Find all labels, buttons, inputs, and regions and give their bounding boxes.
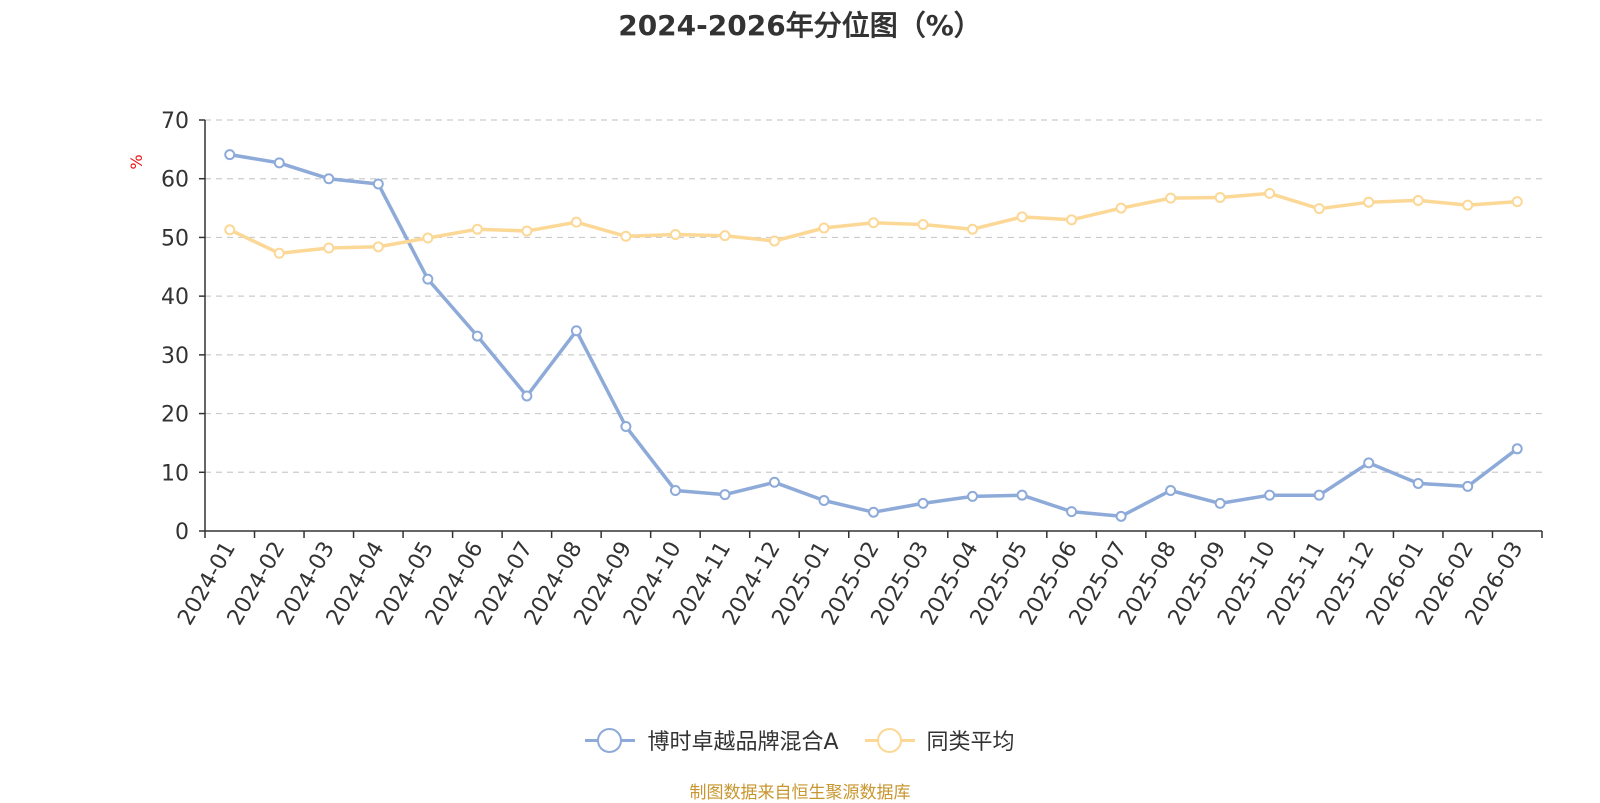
series-2-point-2026-03 bbox=[1511, 196, 1523, 208]
legend-swatch-series-2 bbox=[864, 727, 915, 753]
series-2-point-2025-11 bbox=[1313, 203, 1325, 215]
series-2-point-2025-08 bbox=[1165, 192, 1177, 204]
series-2-point-2024-02 bbox=[273, 247, 285, 259]
series-2-point-2024-10 bbox=[669, 228, 681, 240]
series-2-point-2024-07 bbox=[521, 225, 533, 237]
y-tick-label-60: 60 bbox=[161, 168, 189, 193]
series-1-point-2025-06 bbox=[1066, 506, 1078, 518]
y-tick-label-30: 30 bbox=[161, 344, 189, 369]
y-tick-label-50: 50 bbox=[161, 226, 189, 251]
series-2-point-2024-08 bbox=[570, 216, 582, 228]
series-1-point-2025-10 bbox=[1264, 489, 1276, 501]
legend-label-series-2: 同类平均 bbox=[926, 730, 1015, 755]
series-2-point-2024-11 bbox=[719, 230, 731, 242]
y-tick-label-10: 10 bbox=[161, 461, 189, 486]
series-1-point-2025-11 bbox=[1313, 489, 1325, 501]
series-2-point-2025-10 bbox=[1264, 187, 1276, 199]
series-2-point-2025-01 bbox=[818, 222, 830, 234]
series-1-point-2025-01 bbox=[818, 494, 830, 506]
series-1-point-2026-03 bbox=[1511, 443, 1523, 455]
series-1-point-2025-04 bbox=[967, 490, 979, 502]
series-1-point-2025-12 bbox=[1363, 457, 1375, 469]
series-2-point-2026-02 bbox=[1462, 199, 1474, 211]
series-2-point-2025-06 bbox=[1066, 214, 1078, 226]
series-2-point-2024-04 bbox=[372, 241, 384, 253]
series-1-point-2025-05 bbox=[1016, 489, 1028, 501]
y-tick-label-40: 40 bbox=[161, 285, 189, 310]
legend-item-series-1[interactable]: 博时卓越品牌混合A bbox=[585, 724, 839, 756]
y-tick-label-70: 70 bbox=[161, 109, 189, 134]
series-1-point-2025-03 bbox=[917, 497, 929, 509]
legend-swatch-series-1 bbox=[585, 727, 636, 753]
series-2-point-2024-03 bbox=[323, 242, 335, 254]
series-1-point-2024-02 bbox=[273, 157, 285, 169]
series-2-point-2025-12 bbox=[1363, 196, 1375, 208]
series-1-point-2024-11 bbox=[719, 489, 731, 501]
series-2-point-2024-06 bbox=[471, 223, 483, 235]
series-1-point-2026-02 bbox=[1462, 480, 1474, 492]
series-1-point-2024-05 bbox=[422, 273, 434, 285]
series-1-point-2024-04 bbox=[372, 178, 384, 190]
series-1-point-2026-01 bbox=[1412, 477, 1424, 489]
legend-item-series-2[interactable]: 同类平均 bbox=[864, 724, 1015, 756]
y-axis-label: % bbox=[127, 154, 146, 169]
axes: 010203040506070%2024-012024-022024-03202… bbox=[127, 109, 1543, 630]
series-2-point-2025-05 bbox=[1016, 211, 1028, 223]
series-2-point-2025-07 bbox=[1115, 202, 1127, 214]
series-1-point-2024-06 bbox=[471, 330, 483, 342]
series-1-point-2025-02 bbox=[868, 506, 879, 518]
series-2-point-2024-12 bbox=[768, 235, 780, 247]
legend: 博时卓越品牌混合A 同类平均 bbox=[0, 722, 1600, 758]
series-1-point-2024-09 bbox=[620, 420, 632, 432]
series-2-point-2024-05 bbox=[422, 232, 434, 244]
series-1-point-2024-10 bbox=[669, 484, 681, 496]
series-2-point-2025-02 bbox=[868, 217, 879, 229]
series-2-point-2025-03 bbox=[917, 219, 929, 231]
data-source-note: 制图数据来自恒生聚源数据库 bbox=[689, 783, 911, 803]
series-1-point-2024-07 bbox=[521, 390, 533, 402]
chart-title: 2024-2026年分位图（%） bbox=[618, 9, 982, 42]
series-2-point-2024-09 bbox=[620, 230, 632, 242]
series-2-point-2026-01 bbox=[1412, 194, 1424, 206]
series-1-point-2024-08 bbox=[570, 325, 582, 337]
legend-label-series-1: 博时卓越品牌混合A bbox=[647, 730, 839, 755]
series-2-point-2025-09 bbox=[1214, 192, 1226, 204]
y-tick-label-20: 20 bbox=[161, 403, 189, 428]
series-1-point-2024-01 bbox=[224, 149, 236, 161]
y-tick-label-0: 0 bbox=[175, 520, 189, 545]
series-1-point-2025-08 bbox=[1165, 484, 1177, 496]
grid-lines bbox=[205, 119, 1542, 473]
series-2-point-2025-04 bbox=[967, 223, 979, 235]
series bbox=[224, 149, 1523, 522]
series-1-point-2025-09 bbox=[1214, 497, 1226, 509]
series-1-point-2025-07 bbox=[1115, 510, 1127, 522]
series-1-point-2024-12 bbox=[768, 476, 780, 488]
series-1-point-2024-03 bbox=[323, 173, 335, 185]
series-2-point-2024-01 bbox=[224, 224, 236, 236]
